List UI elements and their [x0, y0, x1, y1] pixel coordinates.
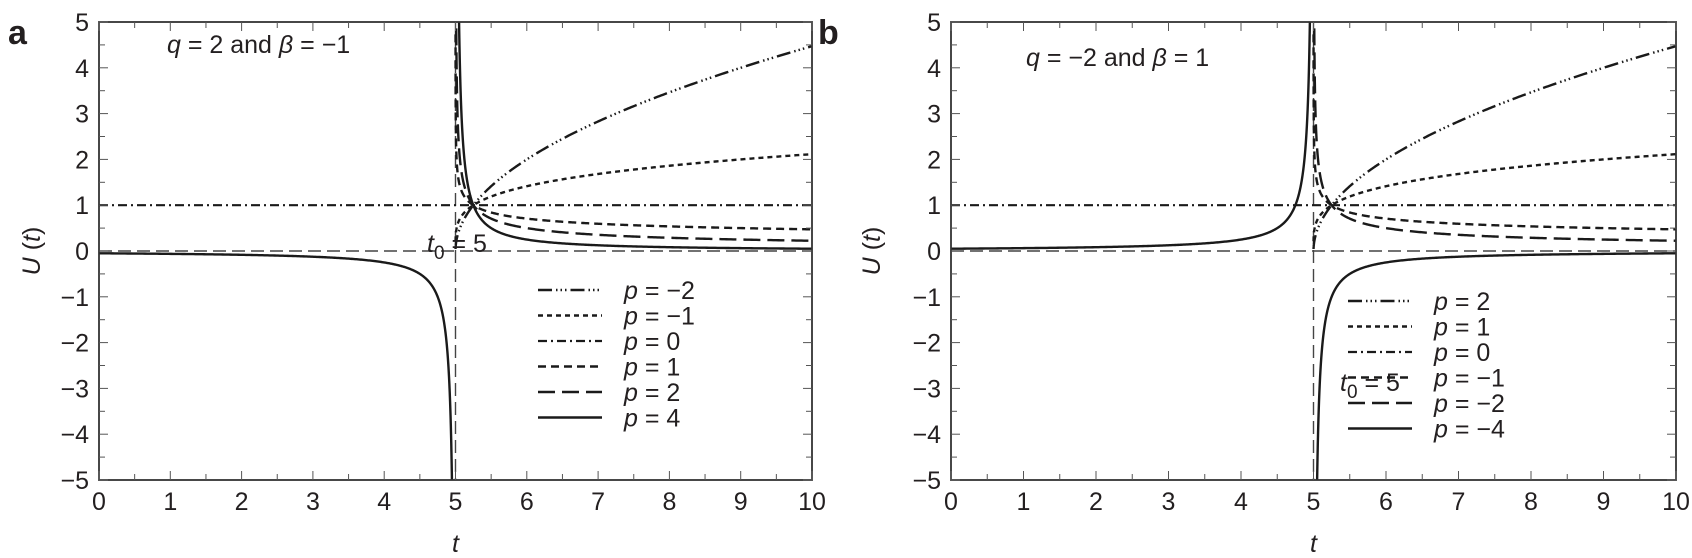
panel-b: b 0 1 2 3 4 5 6 7 8 9 10 −5 −4 −3 −2 −1 0 1 2 3 4 5 t U (t) q = −… [818, 9, 1690, 558]
legend: p = −2p = −1p = 0p = 1p = 2p = 4 [538, 277, 695, 433]
legend-label: p = −1 [623, 303, 695, 331]
parameter-annotation: q = 2 and β = −1 [167, 31, 350, 59]
x-tick-label: 8 [662, 488, 676, 516]
y-tick-label: 4 [75, 55, 89, 83]
series-line-3 [454, 34, 812, 231]
panel-letter: b [818, 14, 839, 52]
y-tick-label: 0 [75, 238, 89, 266]
y-tick-label: −2 [912, 330, 941, 358]
legend-label: p = 2 [623, 379, 680, 407]
x-tick-label: 1 [163, 488, 177, 516]
panel-letter: a [8, 14, 28, 52]
series-line-1 [454, 152, 812, 242]
legend-label: p = 1 [1433, 314, 1490, 342]
t0-annotation: t0 = 5 [427, 230, 487, 264]
y-tick-label: −5 [912, 467, 941, 495]
x-tick-label: 6 [520, 488, 534, 516]
y-tick-label: −1 [60, 284, 89, 312]
y-tick-label: 2 [927, 146, 941, 174]
y-tick-label: 5 [75, 9, 89, 37]
x-tick-label: 5 [449, 488, 463, 516]
x-tick-label: 5 [1307, 488, 1321, 516]
x-tick-label: 9 [734, 488, 748, 516]
y-axis-title: U (t) [18, 227, 46, 276]
series-line-0 [454, 45, 812, 249]
x-tick-label: 9 [1597, 488, 1611, 516]
x-tick-label: 10 [1662, 488, 1690, 516]
series-line-1 [1312, 152, 1676, 242]
legend-label: p = −4 [1433, 416, 1505, 444]
y-tick-label: −4 [60, 421, 89, 449]
t0-annotation: t0 = 5 [1340, 369, 1400, 403]
x-tick-label: 2 [1089, 488, 1103, 516]
series-line-5 [951, 22, 1676, 480]
legend-label: p = −2 [623, 277, 695, 305]
series-line-0 [1312, 45, 1676, 249]
legend: p = 2p = 1p = 0p = −1p = −2p = −4 [1348, 288, 1505, 444]
legend-label: p = 1 [623, 354, 680, 382]
x-tick-label: 7 [1452, 488, 1466, 516]
x-tick-label: 3 [306, 488, 320, 516]
curves [99, 22, 812, 480]
legend-label: p = −2 [1433, 390, 1505, 418]
y-tick-label: 5 [927, 9, 941, 37]
y-tick-label: 1 [75, 192, 89, 220]
legend-label: p = 2 [1433, 288, 1490, 316]
y-tick-label: −1 [912, 284, 941, 312]
legend-label: p = 4 [623, 405, 680, 433]
x-tick-label: 8 [1524, 488, 1538, 516]
x-tick-label: 0 [944, 488, 958, 516]
x-tick-label: 10 [798, 488, 826, 516]
y-tick-label: −2 [60, 330, 89, 358]
series-line-4 [455, 22, 812, 242]
x-tick-label: 2 [235, 488, 249, 516]
x-axis-title: t [1310, 530, 1318, 558]
y-tick-label: 3 [927, 101, 941, 129]
y-tick-label: −4 [912, 421, 941, 449]
x-axis-title: t [452, 530, 460, 558]
legend-label: p = 0 [623, 328, 680, 356]
series-line-3 [1312, 34, 1676, 231]
parameter-annotation: q = −2 and β = 1 [1026, 44, 1209, 72]
y-tick-label: −5 [60, 467, 89, 495]
series-line-4 [1313, 22, 1676, 242]
x-tick-label: 1 [1017, 488, 1031, 516]
x-tick-label: 0 [92, 488, 106, 516]
legend-label: p = 0 [1433, 339, 1490, 367]
curves [951, 22, 1676, 480]
x-tick-label: 7 [591, 488, 605, 516]
y-tick-label: 4 [927, 55, 941, 83]
x-tick-label: 4 [1234, 488, 1248, 516]
y-tick-label: 3 [75, 101, 89, 129]
y-tick-label: 0 [927, 238, 941, 266]
y-tick-label: −3 [60, 375, 89, 403]
legend-label: p = −1 [1433, 365, 1505, 393]
x-tick-label: 4 [377, 488, 391, 516]
y-axis-title: U (t) [858, 227, 886, 276]
x-tick-label: 6 [1379, 488, 1393, 516]
y-tick-label: 2 [75, 146, 89, 174]
y-tick-label: 1 [927, 192, 941, 220]
y-tick-label: −3 [912, 375, 941, 403]
x-tick-label: 3 [1162, 488, 1176, 516]
panel-a: a 0 1 2 3 4 5 6 7 8 9 10 −5 −4 −3 −2 −1 0 1 2 3 4 5 t U (t) q = 2… [8, 9, 826, 558]
series-line-5 [99, 22, 812, 480]
